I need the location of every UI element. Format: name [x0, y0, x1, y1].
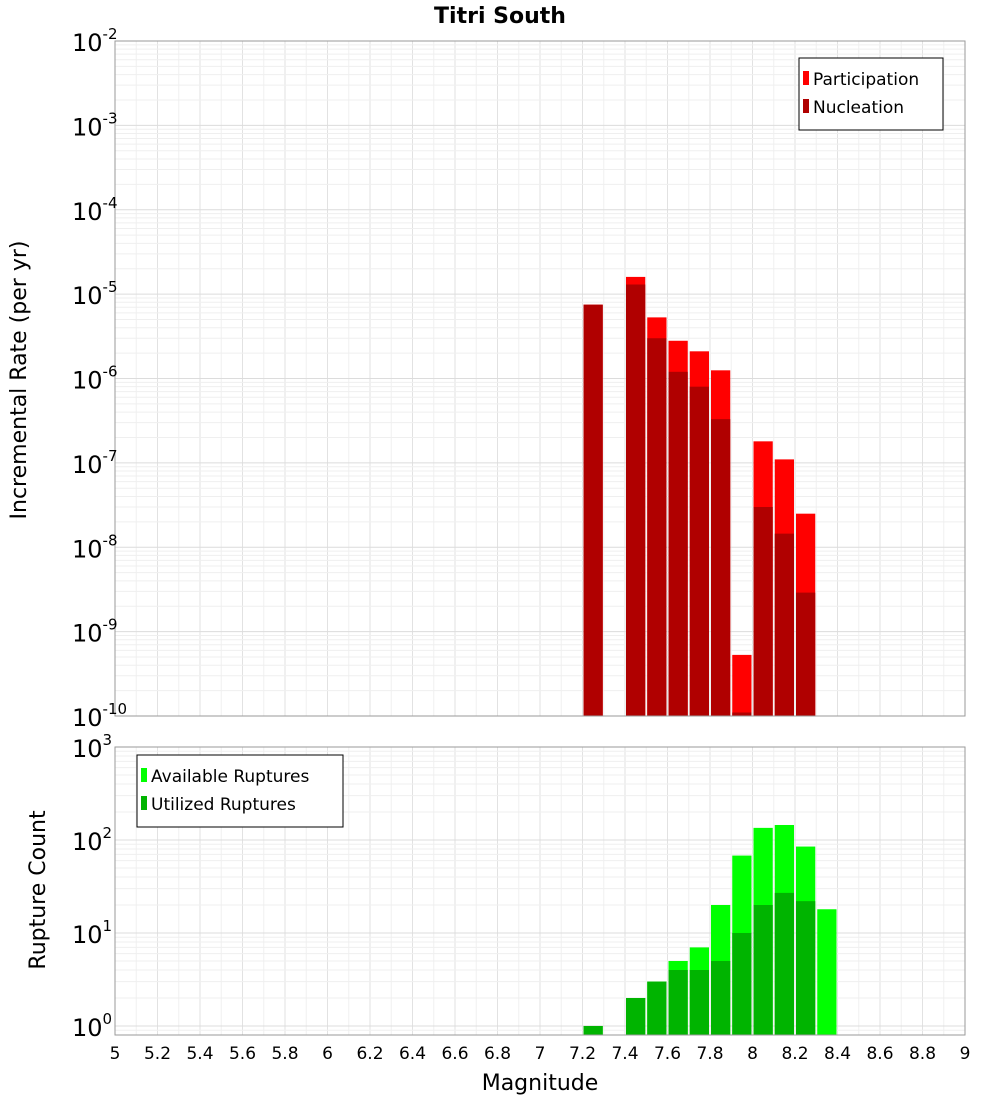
y-tick-label: 101: [72, 917, 112, 949]
bar-nucleation: [774, 533, 794, 716]
y-tick-label: 10-7: [72, 447, 118, 479]
bar-utilized-ruptures: [711, 960, 731, 1035]
x-tick-label: 8.8: [909, 1044, 936, 1064]
rate-panel: 10-10 10-9 10-8 10-7 10-6 10-5 10-4 10-3 10-2 Par…: [72, 25, 966, 732]
bar-nucleation: [583, 304, 603, 716]
count-panel: 100 101 102 103 Available Ruptures Utilized R…: [72, 731, 970, 1064]
legend-swatch: [141, 768, 147, 782]
bar-utilized-ruptures: [626, 997, 646, 1035]
y-tick-label: 10-4: [72, 194, 118, 226]
bar-nucleation: [668, 371, 688, 716]
legend-swatch: [141, 796, 147, 810]
x-tick-label: 5.8: [271, 1044, 298, 1064]
bar-nucleation: [753, 506, 773, 716]
y-tick-label: 10-2: [72, 25, 118, 57]
x-tick-label: 7.8: [696, 1044, 723, 1064]
x-tick-label: 5.2: [144, 1044, 171, 1064]
bar-utilized-ruptures: [753, 904, 773, 1035]
x-tick-label: 5.4: [186, 1044, 213, 1064]
x-tick-label: 5: [110, 1044, 121, 1064]
x-tick-label: 6.2: [356, 1044, 383, 1064]
x-tick-label: 5.6: [229, 1044, 256, 1064]
bar-nucleation: [626, 284, 646, 716]
bar-utilized-ruptures: [668, 969, 688, 1035]
y-tick-label: 10-9: [72, 616, 118, 648]
x-tick-label: 9: [960, 1044, 971, 1064]
plot-frame: [114, 40, 966, 717]
x-tick-label: 6.4: [399, 1044, 426, 1064]
y-tick-label: 103: [72, 731, 112, 763]
bar-utilized-ruptures: [774, 892, 794, 1035]
y-tick-label: 10-10: [72, 700, 127, 732]
x-tick-label: 6.6: [441, 1044, 468, 1064]
top-y-axis-label: Incremental Rate (per yr): [7, 241, 32, 520]
x-axis-label: Magnitude: [482, 1071, 599, 1096]
legend: Participation Nucleation: [798, 57, 944, 131]
y-tick-label: 10-6: [72, 363, 118, 395]
bar-nucleation: [689, 386, 709, 716]
legend-box: [136, 754, 344, 828]
bar-nucleation: [647, 338, 667, 716]
legend-entry: Utilized Ruptures: [151, 795, 296, 815]
legend-entry: Nucleation: [813, 98, 904, 118]
bar-available-ruptures: [817, 909, 837, 1035]
x-tick-label: 8.4: [824, 1044, 851, 1064]
bar-utilized-ruptures: [732, 932, 752, 1035]
bar-utilized-ruptures: [583, 1025, 603, 1035]
legend: Available Ruptures Utilized Ruptures: [136, 754, 344, 828]
legend-entry: Available Ruptures: [151, 767, 309, 787]
bar-participation: [732, 654, 752, 716]
bar-utilized-ruptures: [796, 901, 816, 1035]
x-tick-label: 7.4: [611, 1044, 638, 1064]
bar-nucleation: [711, 419, 731, 716]
y-tick-label: 10-5: [72, 278, 118, 310]
y-tick-label: 10-3: [72, 109, 118, 141]
y-tick-label: 10-8: [72, 531, 118, 563]
y-tick-label: 102: [72, 824, 112, 856]
legend-box: [798, 57, 944, 131]
legend-entry: Participation: [813, 70, 919, 90]
x-tick-label: 7: [535, 1044, 546, 1064]
y-tick-label: 100: [72, 1010, 112, 1042]
bottom-y-axis-label: Rupture Count: [26, 810, 51, 970]
x-tick-label: 7.2: [569, 1044, 596, 1064]
bar-nucleation: [732, 712, 752, 716]
legend-swatch: [803, 71, 809, 85]
plot-frame: [114, 746, 966, 1036]
bar-utilized-ruptures: [689, 969, 709, 1035]
x-tick-label: 8.6: [866, 1044, 893, 1064]
bar-nucleation: [796, 592, 816, 716]
x-tick-label: 8: [747, 1044, 758, 1064]
chart-title: Titri South: [434, 4, 566, 29]
x-tick-label: 7.6: [654, 1044, 681, 1064]
x-tick-label: 8.2: [781, 1044, 808, 1064]
x-tick-label: 6.8: [484, 1044, 511, 1064]
x-tick-label: 6: [322, 1044, 333, 1064]
legend-swatch: [803, 99, 809, 113]
bar-utilized-ruptures: [647, 981, 667, 1035]
